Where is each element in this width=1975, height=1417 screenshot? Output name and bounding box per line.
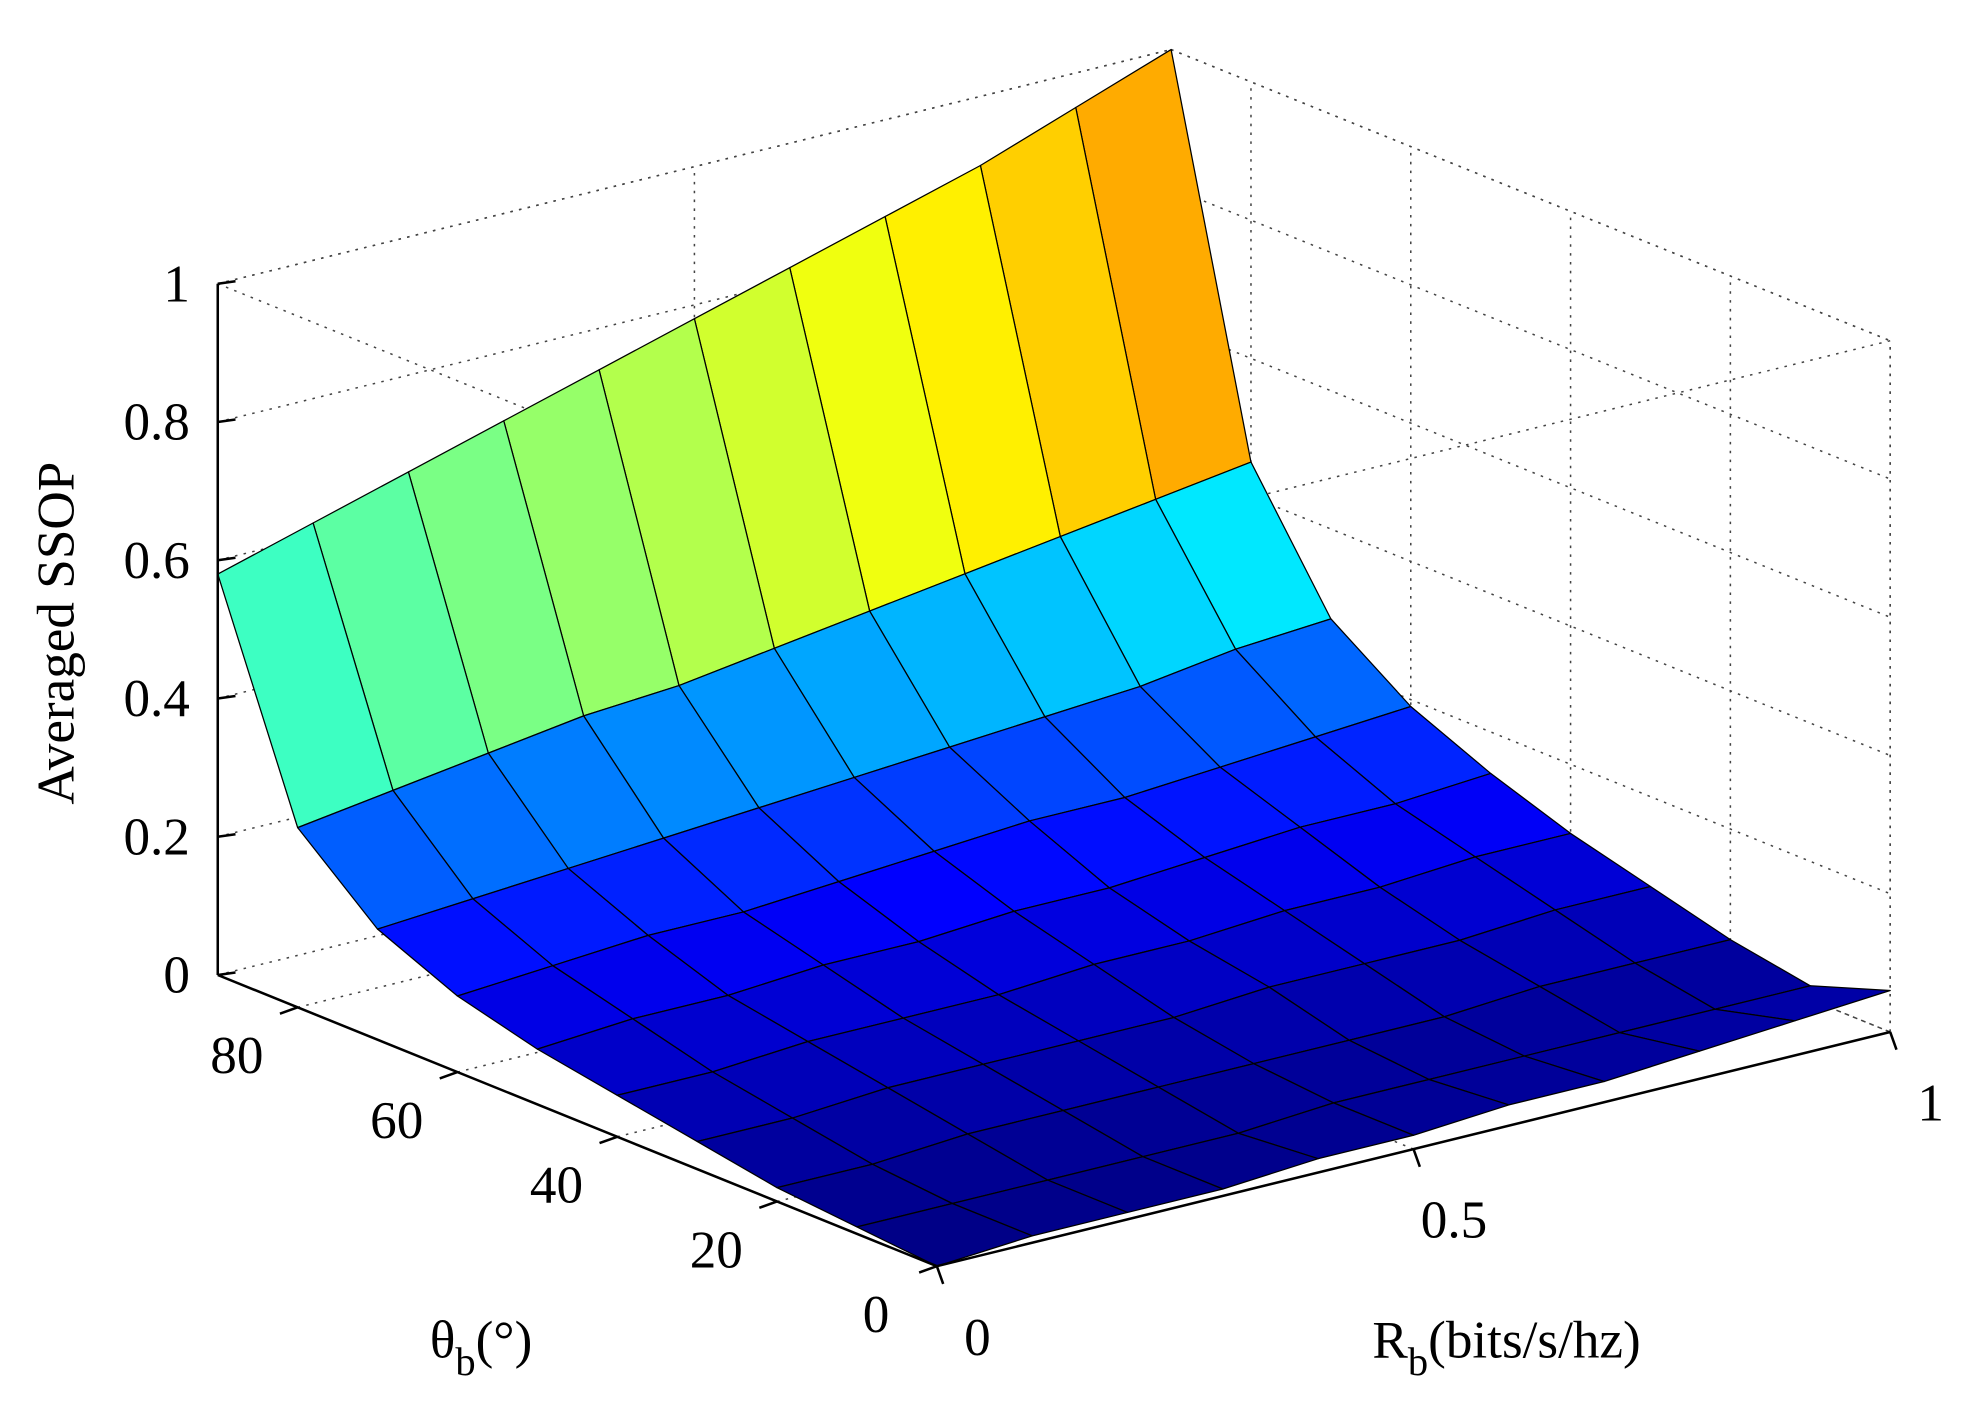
z-tick-label: 0.2: [123, 807, 189, 866]
tick-mark: [758, 1200, 778, 1209]
y-axis-label: θb(°): [430, 1310, 532, 1384]
tick-mark: [217, 556, 236, 562]
surface-patch: [856, 1202, 1033, 1267]
z-tick-label: 1: [163, 254, 190, 313]
grid-line: [1170, 187, 1891, 480]
x-tick-label: 1: [1917, 1074, 1944, 1133]
tick-mark: [1888, 1031, 1898, 1051]
tick-mark: [1412, 1148, 1422, 1168]
y-tick-label: 40: [530, 1156, 583, 1215]
label-rest: (bits/s/hz): [1428, 1310, 1641, 1369]
z-tick-label: 0.6: [123, 531, 189, 590]
tick-mark: [217, 418, 236, 424]
tick-mark: [439, 1070, 458, 1080]
z-tick-label: 0.4: [123, 669, 189, 728]
tick-mark: [918, 1264, 938, 1274]
x-tick-label: 0: [964, 1308, 991, 1367]
z-tick-label: 0: [163, 946, 190, 1005]
z-axis-label: Averaged SSOP: [26, 462, 85, 805]
x-tick-label: 0.5: [1421, 1191, 1487, 1250]
y-tick-label: 60: [370, 1091, 423, 1150]
label-sub: b: [1408, 1339, 1428, 1384]
tick-mark: [217, 832, 236, 839]
axes: 0 0.2 0.4 0.6 0.8 1 0 20 40 60 80 0 0.5 1: [123, 254, 1944, 1366]
tick-mark: [217, 694, 236, 700]
surface: [217, 48, 1891, 1267]
label-sub: b: [455, 1339, 475, 1384]
y-axis: [217, 973, 938, 1268]
tick-mark: [935, 1265, 945, 1285]
label-main: θ: [430, 1310, 455, 1369]
label-rest: (°): [476, 1310, 533, 1369]
x-axis-label: Rb(bits/s/hz): [1372, 1310, 1640, 1384]
tick-mark: [279, 1006, 299, 1015]
tick-mark: [599, 1135, 618, 1145]
y-tick-label: 80: [210, 1026, 263, 1085]
grid-line: [1170, 48, 1891, 342]
tick-mark: [217, 971, 236, 977]
label-main: R: [1372, 1310, 1408, 1369]
tick-mark: [217, 279, 236, 286]
y-tick-label: 20: [690, 1220, 743, 1279]
z-tick-label: 0.8: [123, 393, 189, 452]
y-tick-label: 0: [863, 1285, 890, 1344]
